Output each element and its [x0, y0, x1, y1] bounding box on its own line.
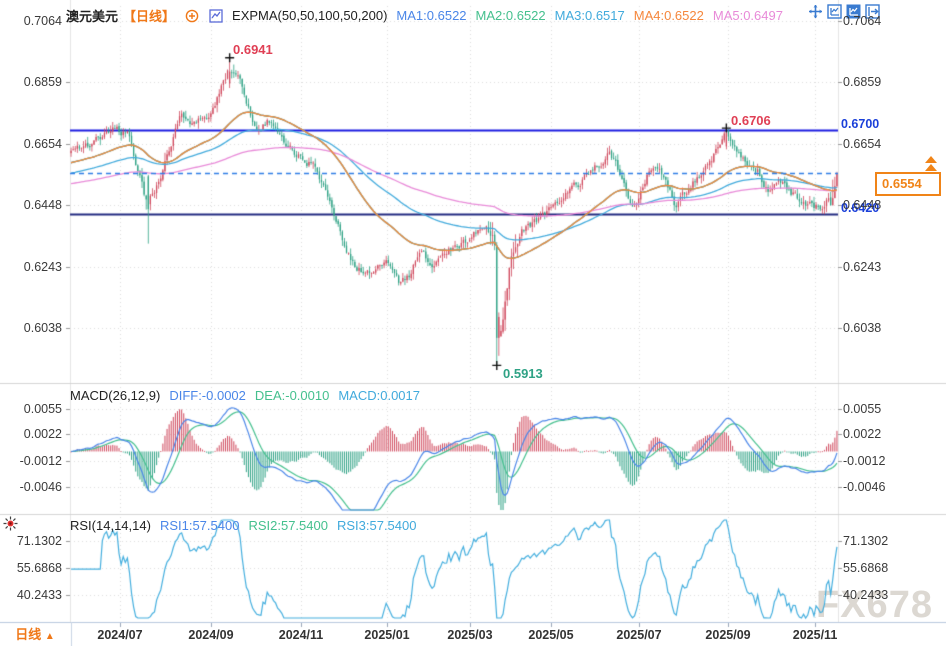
price-axis-label-left: 0.6243	[23, 259, 62, 274]
macd-axis-label-left: 0.0022	[23, 427, 62, 442]
rsi-header: RSI(14,14,14) RSI1:57.5400 RSI2:57.5400 …	[70, 518, 416, 533]
last-price-box: 0.6554	[875, 172, 941, 196]
price-axis-label-right: 0.6038	[843, 321, 882, 335]
rsi-axis-label-left: 55.6868	[16, 560, 62, 575]
rsi-axis-label-right: 55.6868	[843, 560, 889, 575]
price-axis-label-right: 0.6243	[843, 259, 882, 274]
annotation-high-2025: 0.6706	[731, 113, 771, 128]
macd-axis-label-right: 0.0055	[843, 402, 882, 416]
ma1-value: MA1:0.6522	[396, 8, 467, 23]
macd-axis-label-right: 0.0022	[843, 427, 882, 442]
macd-axis-label-left: -0.0046	[19, 480, 62, 494]
annotation-crash-low: 0.5913	[503, 366, 543, 381]
price-axis-label-right: 0.6448	[843, 198, 882, 213]
macd-dea-value: DEA:-0.0010	[254, 388, 330, 403]
chart-window-active-icon[interactable]	[846, 4, 861, 19]
rsi-title: RSI(14,14,14)	[70, 518, 151, 533]
rsi-axis-label-left: 40.2433	[16, 588, 62, 602]
macd-diff-value: DIFF:-0.0002	[169, 388, 246, 403]
rsi-axis-label-right: 71.1302	[843, 534, 889, 548]
ma5-value: MA5:0.6497	[712, 8, 783, 23]
price-axis-label-right: 0.6859	[843, 75, 882, 90]
rsi2-value: RSI2:57.5400	[248, 518, 328, 533]
date-axis-label: 2024/07	[97, 628, 143, 642]
resistance-level-label: 0.6700	[841, 117, 880, 131]
macd-axis-label-right: -0.0012	[843, 453, 886, 468]
price-axis-label-right: 0.6654	[843, 136, 882, 151]
price-axis-label-right: 0.7064	[843, 14, 882, 28]
macd-axis-label-left: 0.0055	[23, 402, 62, 416]
annotation-high-2024: 0.6941	[233, 42, 273, 57]
add-indicator-icon[interactable]	[184, 8, 199, 23]
date-axis-label: 2025/07	[616, 628, 662, 642]
rsi3-value: RSI3:57.5400	[336, 518, 417, 533]
price-up-arrow-icon	[925, 156, 937, 163]
date-axis-label: 2025/01	[364, 628, 410, 642]
date-axis-label: 2025/03	[447, 628, 493, 642]
price-up-arrow-icon	[925, 164, 937, 171]
indicator-chart-icon[interactable]	[208, 8, 223, 23]
price-axis-label-left: 0.6654	[23, 136, 62, 151]
ma3-value: MA3:0.6517	[554, 8, 625, 23]
rsi-axis-label-right: 40.2433	[843, 588, 889, 602]
sun-icon[interactable]	[3, 516, 18, 531]
macd-bar-value: MACD:0.0017	[338, 388, 420, 403]
price-axis-label-left: 0.6038	[23, 321, 62, 335]
expma-label: EXPMA(50,50,100,50,200)	[232, 8, 388, 23]
timeframe-label: 【日线】	[123, 9, 176, 24]
support-level-label: 0.6420	[841, 201, 880, 215]
price-axis-label-left: 0.6859	[23, 75, 62, 90]
rsi1-value: RSI1:57.5400	[159, 518, 240, 533]
ma4-value: MA4:0.6522	[633, 8, 704, 23]
date-axis-label: 2025/05	[528, 628, 574, 642]
date-axis-label: 2025/11	[792, 628, 838, 642]
date-axis-label: 2025/09	[705, 628, 751, 642]
date-axis-label: 2024/11	[278, 628, 324, 642]
macd-title: MACD(26,12,9)	[70, 388, 161, 403]
price-axis-label-left: 0.6448	[23, 198, 62, 213]
timeframe-up-arrow-icon: ▲	[44, 631, 55, 642]
crosshair-icon[interactable]	[808, 4, 823, 19]
symbol-name: 澳元美元	[66, 9, 119, 24]
timeframe-selector-label: 日线	[15, 627, 42, 642]
macd-axis-label-left: -0.0012	[19, 453, 62, 468]
ma2-value: MA2:0.6522	[475, 8, 546, 23]
popout-icon[interactable]	[865, 4, 880, 19]
main-chart-header: 澳元美元 【日线】 EXPMA(50,50,100,50,200) MA1:0.…	[66, 6, 783, 25]
chart-window-icon[interactable]	[827, 4, 842, 19]
macd-header: MACD(26,12,9) DIFF:-0.0002 DEA:-0.0010 M…	[70, 388, 420, 403]
chart-toolbar	[808, 4, 880, 19]
timeframe-selector[interactable]: 日线 ▲	[0, 624, 70, 644]
rsi-axis-label-left: 71.1302	[16, 534, 62, 548]
macd-axis-label-right: -0.0046	[843, 480, 886, 494]
price-axis-label-left: 0.7064	[23, 14, 62, 28]
date-axis-label: 2024/09	[188, 628, 234, 642]
